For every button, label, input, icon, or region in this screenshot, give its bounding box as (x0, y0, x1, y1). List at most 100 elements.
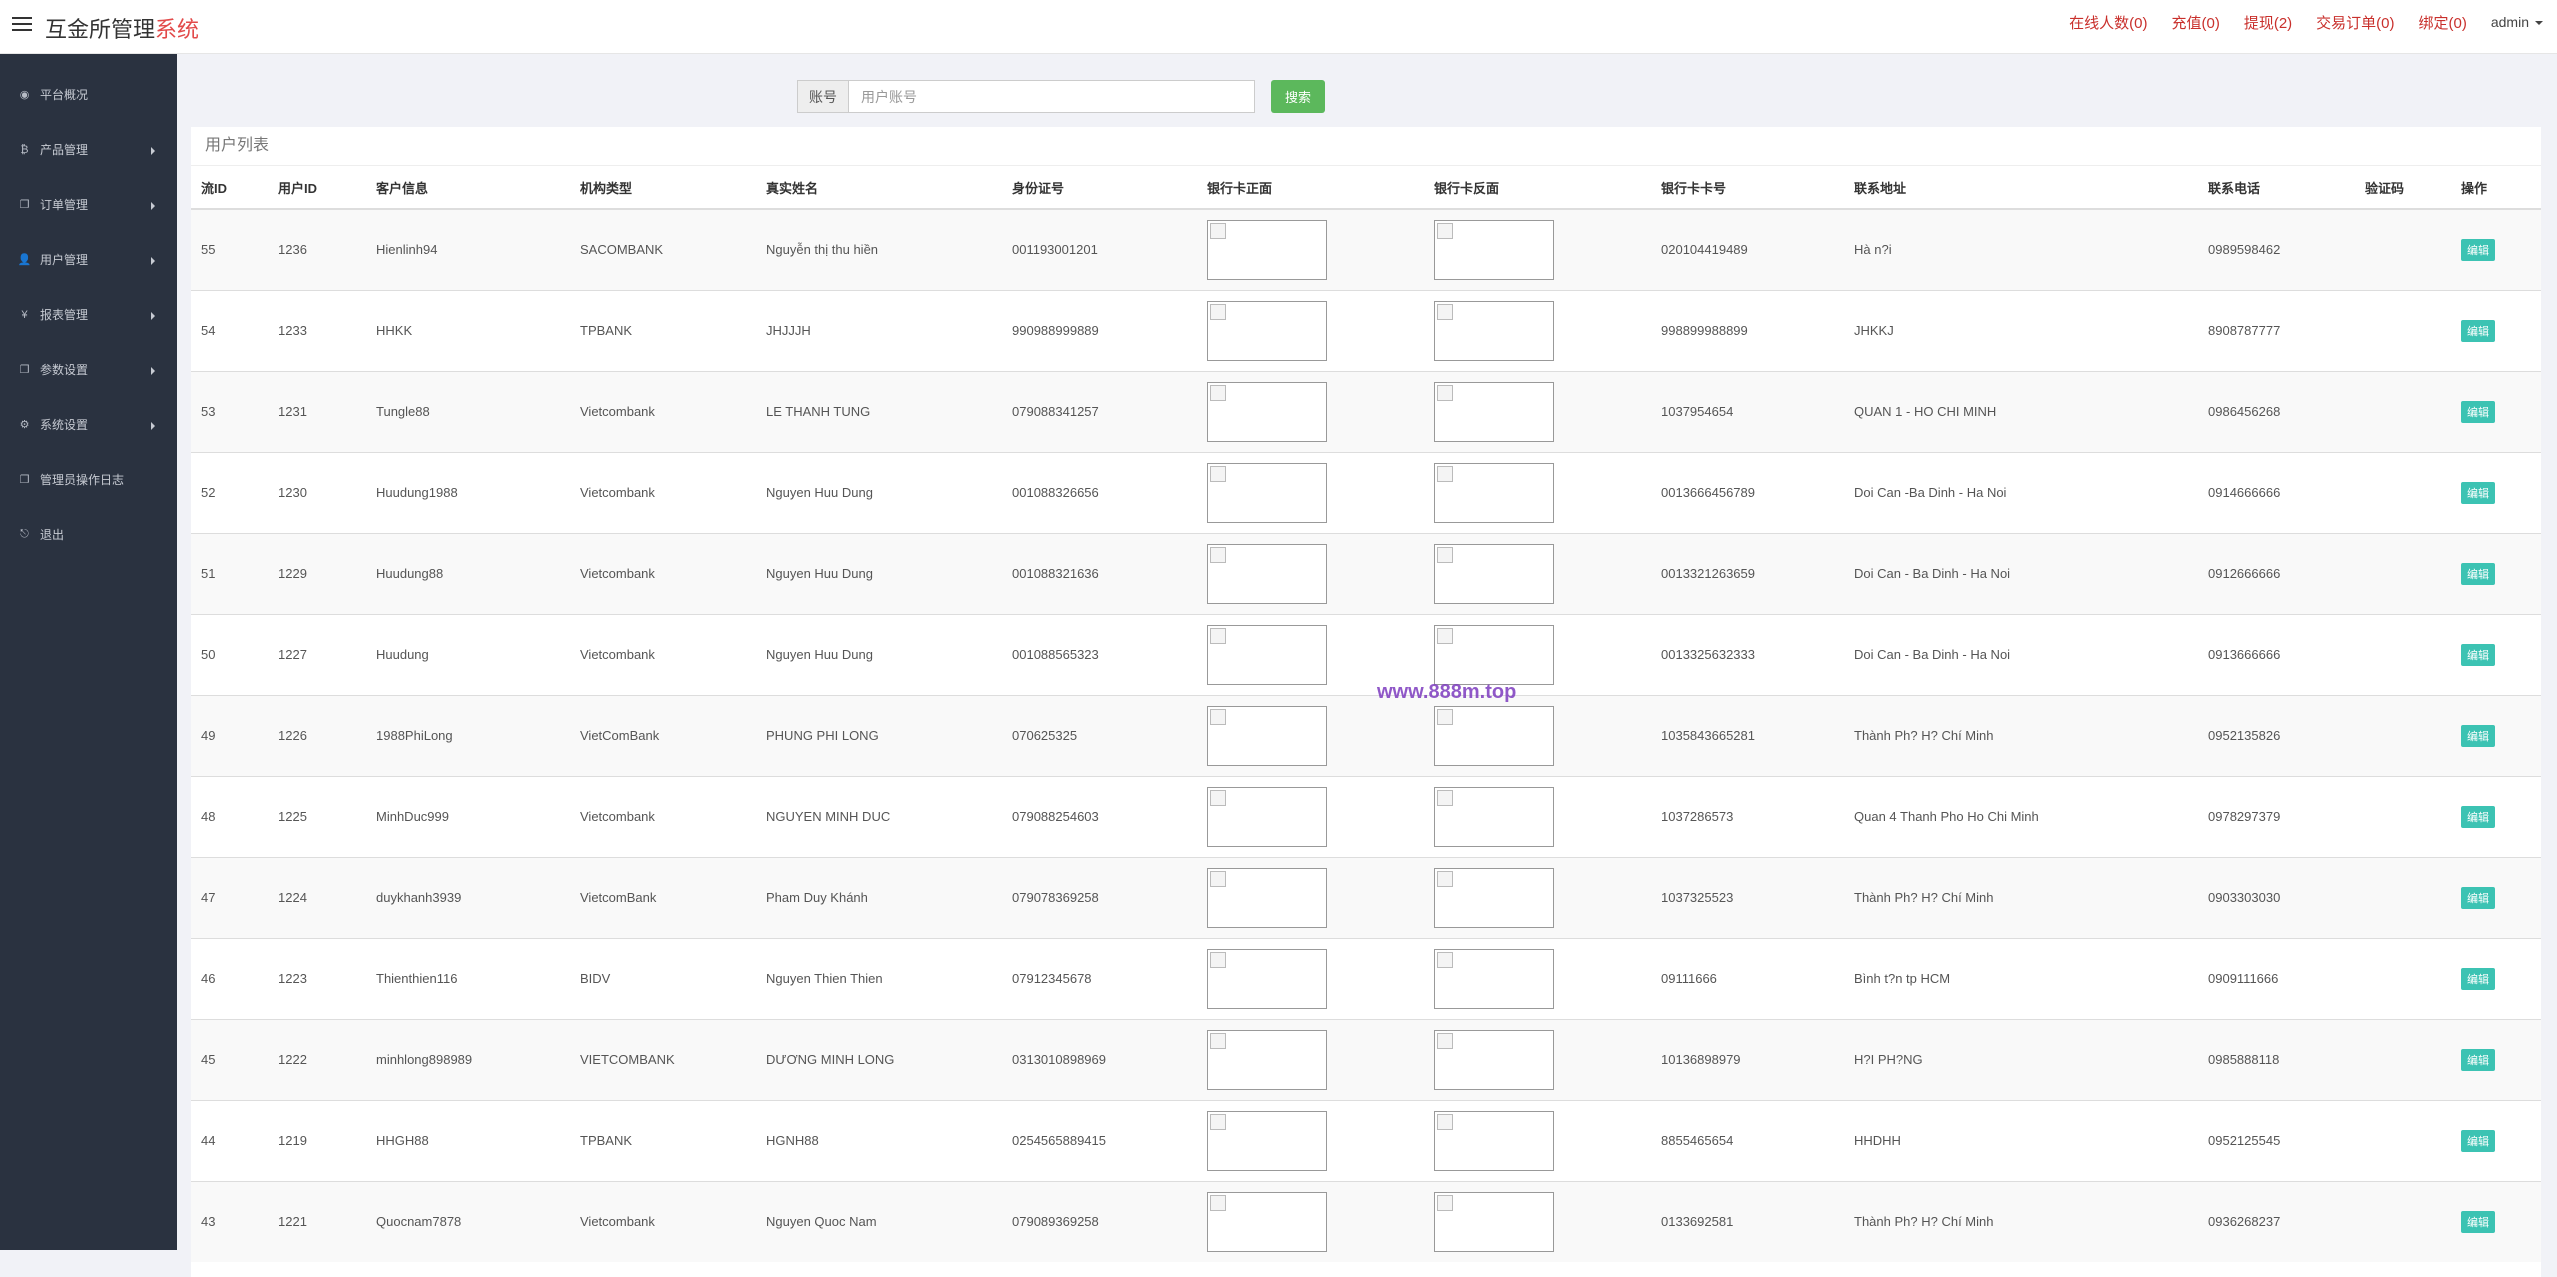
edit-button[interactable]: 编辑 (2461, 1210, 2495, 1233)
table-cell: 07912345678 (1012, 971, 1092, 986)
card-back-cell (1424, 1181, 1651, 1262)
broken-image-icon[interactable] (1434, 705, 1554, 766)
edit-button[interactable]: 编辑 (2461, 319, 2495, 342)
table-cell: 1222 (278, 1052, 307, 1067)
edit-button[interactable]: 编辑 (2461, 1129, 2495, 1152)
broken-image-icon[interactable] (1207, 300, 1327, 361)
table-cell: 0013325632333 (1661, 647, 1755, 662)
documents-icon: ❐ (19, 199, 30, 211)
table-cell: Bình t?n tp HCM (1854, 971, 1951, 986)
table-cell: 1988PhiLong (376, 728, 453, 743)
action-cell: 编辑 (2451, 695, 2541, 776)
broken-image-icon[interactable] (1207, 867, 1327, 928)
broken-image-icon[interactable] (1434, 219, 1554, 280)
broken-image-icon[interactable] (1207, 1191, 1327, 1252)
sidebar-item-2[interactable]: ❐ 订单管理 (0, 177, 177, 232)
edit-button[interactable]: 编辑 (2461, 805, 2495, 828)
edit-button[interactable]: 编辑 (2461, 643, 2495, 666)
table-cell: 1230 (278, 485, 307, 500)
broken-image-icon[interactable] (1207, 219, 1327, 280)
broken-image-icon[interactable] (1434, 300, 1554, 361)
sidebar-item-label: 系统设置 (40, 418, 89, 432)
table-cell: 47 (201, 890, 216, 905)
card-back-cell (1424, 695, 1651, 776)
table-cell: Vietcombank (580, 566, 655, 581)
edit-button[interactable]: 编辑 (2461, 724, 2495, 747)
table-cell: LE THANH TUNG (766, 404, 871, 419)
table-cell: Nguyen Thien Thien (766, 971, 883, 986)
action-cell: 编辑 (2451, 533, 2541, 614)
broken-image-icon[interactable] (1434, 543, 1554, 604)
table-cell: 079078369258 (1012, 890, 1099, 905)
sidebar-item-8[interactable]: ⎋ 退出 (0, 507, 177, 562)
broken-image-icon[interactable] (1207, 624, 1327, 685)
table-cell (2355, 533, 2451, 614)
broken-image-icon[interactable] (1207, 786, 1327, 847)
edit-button[interactable]: 编辑 (2461, 238, 2495, 261)
table-cell: 48 (201, 809, 216, 824)
withdraw-link[interactable]: 提现(2) (2243, 14, 2293, 32)
table-cell: 55 (201, 242, 216, 258)
broken-image-icon[interactable] (1207, 381, 1327, 442)
column-header: 联系电话 (2198, 166, 2355, 210)
table-cell: 079088341257 (1012, 404, 1099, 419)
broken-image-icon[interactable] (1434, 624, 1554, 685)
table-cell: 0313010898969 (1012, 1052, 1106, 1067)
recharge-link[interactable]: 充值(0) (2171, 14, 2220, 32)
broken-image-icon[interactable] (1207, 543, 1327, 604)
table-cell: Nguyen Quoc Nam (766, 1214, 877, 1230)
table-cell: duykhanh3939 (376, 890, 462, 905)
table-cell: Thienthien116 (376, 971, 458, 986)
table-cell (2355, 452, 2451, 533)
broken-image-icon[interactable] (1434, 948, 1554, 1009)
trade-orders-link[interactable]: 交易订单(0) (2316, 14, 2395, 32)
sidebar-item-7[interactable]: ❐ 管理员操作日志 (0, 452, 177, 507)
edit-button[interactable]: 编辑 (2461, 886, 2495, 909)
table-body: 55 1236 Hienlinh94 SACOMBANK Nguyễn thị thu … (191, 209, 2541, 1262)
broken-image-icon[interactable] (1207, 462, 1327, 523)
broken-image-icon[interactable] (1434, 867, 1554, 928)
broken-image-icon[interactable] (1434, 786, 1554, 847)
broken-image-icon[interactable] (1434, 462, 1554, 523)
broken-image-icon[interactable] (1207, 948, 1327, 1009)
caret-right-icon (151, 367, 155, 375)
card-front-cell (1197, 938, 1424, 1019)
online-users-link[interactable]: 在线人数(0) (2069, 14, 2148, 32)
hamburger-menu-icon[interactable] (12, 14, 32, 34)
action-cell: 编辑 (2451, 1019, 2541, 1100)
sidebar-item-0[interactable]: ◉ 平台概况 (0, 67, 177, 122)
broken-image-icon[interactable] (1434, 1110, 1554, 1171)
table-cell: 1221 (278, 1214, 307, 1230)
binding-link[interactable]: 绑定(0) (2418, 14, 2467, 32)
table-cell: 1035843665281 (1661, 728, 1755, 743)
sidebar-item-label: 用户管理 (40, 253, 89, 267)
broken-image-icon[interactable] (1207, 1110, 1327, 1171)
admin-user-dropdown[interactable]: admin (2491, 14, 2543, 30)
card-front-cell (1197, 1100, 1424, 1181)
broken-image-icon[interactable] (1434, 1029, 1554, 1090)
edit-button[interactable]: 编辑 (2461, 400, 2495, 423)
sidebar-item-3[interactable]: 👤 用户管理 (0, 232, 177, 287)
sidebar-item-4[interactable]: ¥ 报表管理 (0, 287, 177, 342)
edit-button[interactable]: 编辑 (2461, 1048, 2495, 1071)
search-input[interactable] (849, 80, 1255, 113)
table-cell (2355, 209, 2451, 290)
sidebar-item-5[interactable]: ❐ 参数设置 (0, 342, 177, 397)
broken-image-icon[interactable] (1207, 1029, 1327, 1090)
broken-image-icon[interactable] (1207, 705, 1327, 766)
search-button[interactable]: 搜索 (1271, 80, 1325, 113)
sidebar-item-6[interactable]: ⚙ 系统设置 (0, 397, 177, 452)
broken-image-icon[interactable] (1434, 381, 1554, 442)
edit-button[interactable]: 编辑 (2461, 562, 2495, 585)
sidebar: ◉ 平台概况 ₿ 产品管理 ❐ 订单管理 👤 用户管理 ¥ 报表管理 ❐ 参数设置 ⚙ 系统设置 ❐ 管理员操… (0, 54, 177, 1250)
table-header-row: 流ID 用户ID 客户信息 机构类型 真实姓名 身份证号 银行卡正面 银行卡反面 银行卡卡号 联系… (191, 166, 2541, 210)
table-cell: 0986456268 (2208, 404, 2281, 419)
edit-button[interactable]: 编辑 (2461, 967, 2495, 990)
sidebar-item-1[interactable]: ₿ 产品管理 (0, 122, 177, 177)
broken-image-icon[interactable] (1434, 1191, 1554, 1252)
edit-button[interactable]: 编辑 (2461, 481, 2495, 504)
table-cell: PHUNG PHI LONG (766, 728, 879, 743)
table-cell: 0254565889415 (1012, 1133, 1106, 1148)
table-cell: 10136898979 (1661, 1052, 1741, 1067)
panel-title: 用户列表 (191, 127, 2541, 166)
